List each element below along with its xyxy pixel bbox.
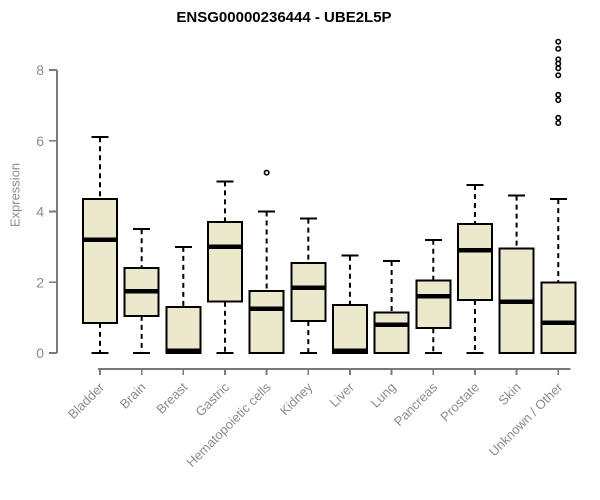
y-tick-label: 2 bbox=[36, 274, 44, 290]
x-tick-label: Breast bbox=[153, 379, 190, 416]
x-tick-label: Brain bbox=[117, 380, 149, 412]
outlier-point bbox=[555, 97, 562, 104]
box-group bbox=[540, 38, 577, 354]
box-group bbox=[331, 254, 368, 354]
outlier-point bbox=[555, 65, 562, 72]
x-tick-label: Liver bbox=[327, 379, 358, 410]
iqr-box bbox=[290, 261, 327, 323]
box-group bbox=[373, 260, 410, 355]
y-axis: 0 2 4 6 8 bbox=[36, 62, 58, 361]
iqr-box bbox=[373, 311, 410, 355]
chart-title: ENSG00000236444 - UBE2L5P bbox=[176, 9, 392, 26]
box-group bbox=[82, 136, 118, 354]
box-group bbox=[498, 194, 535, 354]
iqr-box bbox=[415, 279, 452, 330]
y-tick-label: 6 bbox=[36, 133, 44, 149]
y-tick-label: 4 bbox=[36, 204, 44, 220]
box-group bbox=[165, 245, 202, 355]
box-group bbox=[415, 238, 452, 354]
x-tick-label: Kidney bbox=[277, 379, 316, 418]
iqr-box bbox=[165, 306, 202, 355]
outlier-point bbox=[263, 169, 270, 176]
box-group bbox=[248, 169, 285, 354]
x-tick-label: Unknown / Other bbox=[486, 379, 566, 459]
iqr-box bbox=[456, 222, 493, 301]
outlier-point bbox=[555, 60, 562, 67]
x-tick-label: Skin bbox=[495, 380, 523, 408]
x-tick-label: Prostate bbox=[437, 380, 482, 425]
x-tick-label: Gastric bbox=[192, 379, 232, 419]
x-tick-label: Pancreas bbox=[391, 379, 441, 429]
outlier-point bbox=[555, 45, 562, 52]
iqr-box bbox=[82, 198, 118, 324]
iqr-box bbox=[206, 221, 243, 303]
box-group bbox=[123, 228, 160, 354]
box-group bbox=[456, 183, 493, 354]
y-tick-label: 8 bbox=[36, 62, 44, 78]
iqr-box bbox=[248, 290, 285, 354]
outlier-point bbox=[555, 38, 562, 45]
x-tick-label: Lung bbox=[368, 380, 399, 411]
box-group bbox=[290, 217, 327, 354]
iqr-box bbox=[331, 304, 368, 354]
outlier-point bbox=[555, 120, 562, 127]
box-group bbox=[206, 180, 243, 354]
iqr-box bbox=[540, 281, 577, 354]
outlier-point bbox=[555, 72, 562, 79]
x-tick-label: Bladder bbox=[65, 379, 108, 422]
y-tick-label: 0 bbox=[36, 345, 44, 361]
outlier-point bbox=[555, 114, 562, 121]
outlier-point bbox=[555, 91, 562, 98]
